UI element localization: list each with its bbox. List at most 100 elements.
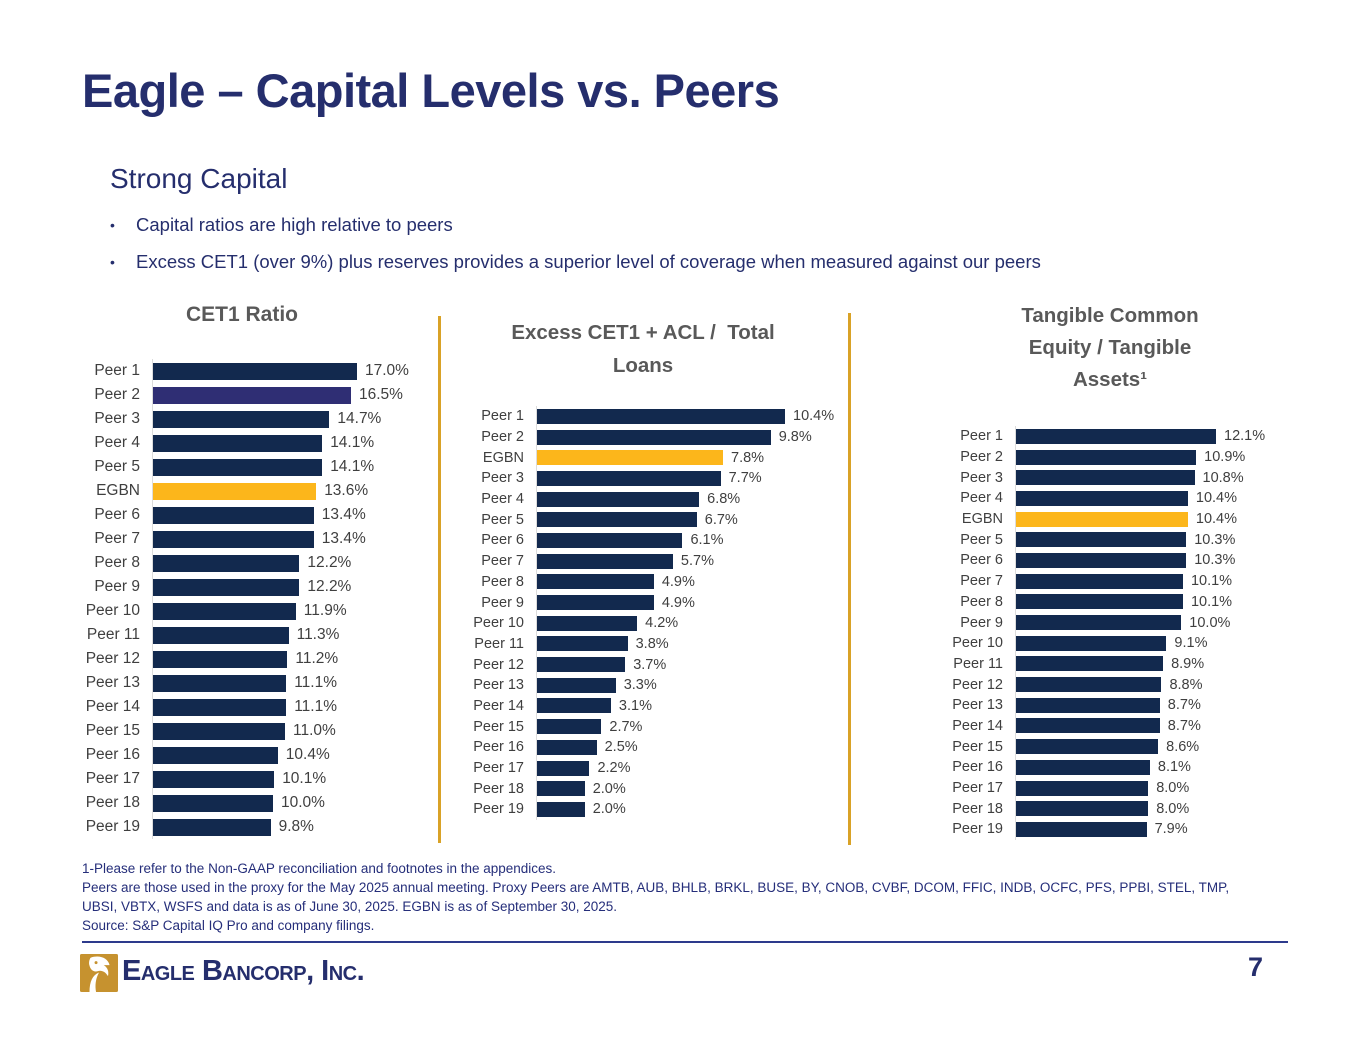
chart-row: Peer 7 5.7% [448,550,785,572]
chart-title-line: Equity / Tangible [1028,336,1192,359]
bar [1016,449,1197,465]
bar-label: Peer 19 [952,821,1003,838]
chart-row: Peer 3 10.8% [915,467,1244,489]
bar-value: 10.1% [1190,573,1233,590]
footnote-line: 1-Please refer to the Non-GAAP reconcili… [82,861,557,876]
bar-label: Peer 2 [94,386,140,403]
bar-track: 10.0% [1015,612,1230,633]
bar [153,698,287,716]
bar-track: 7.7% [536,468,785,489]
bar-value: 7.9% [1154,821,1188,838]
chart-row: Peer 15 2.7% [448,716,785,737]
bar-label: Peer 18 [473,780,524,797]
chart-row: Peer 6 6.1% [448,530,785,551]
bar-value: 2.0% [592,801,626,818]
eagle-logo-icon [80,954,118,992]
bar [1016,697,1160,713]
chart-title-line: Excess CET1 + ACL / Total [511,321,775,344]
chart-row: Peer 10 9.1% [915,632,1216,654]
bar [1016,428,1216,444]
bar-track: 9.1% [1015,632,1216,654]
page-title: Eagle – Capital Levels vs. Peers [82,64,780,117]
bar-track: 8.8% [1015,674,1216,695]
section-heading: Strong Capital [110,163,288,194]
bar [1016,821,1147,837]
bar [1016,552,1187,568]
bar-track: 10.1% [152,767,357,791]
chart-row: Peer 19 9.8% [80,815,357,839]
bar-label: EGBN [961,511,1003,528]
bar-track: 14.1% [152,431,374,455]
bar-label: Peer 15 [952,738,1003,755]
bar-label: Peer 1 [94,362,140,379]
chart-row: Peer 14 3.1% [448,695,785,717]
bar-track: 8.9% [1015,653,1216,675]
bar-track: 2.0% [536,778,785,800]
chart-row: Peer 13 8.7% [915,694,1216,716]
bar [537,491,700,507]
bar-value: 7.8% [731,449,765,466]
bar [537,719,602,735]
chart-row: Peer 7 13.4% [80,527,366,551]
bar [1016,490,1188,506]
bar-label: Peer 10 [473,615,524,632]
bar-label: Peer 8 [94,554,140,571]
bar-value: 14.7% [337,410,382,427]
bar-value: 10.4% [285,746,330,763]
bar-track: 10.1% [1015,591,1232,613]
bar-label: Peer 9 [960,614,1003,631]
bar-label: Peer 3 [481,470,524,487]
bar-track: 12.2% [152,575,357,599]
bar-label: Peer 11 [474,635,524,652]
bar-value: 3.3% [623,677,657,694]
bar [537,781,585,797]
chart-row: Peer 17 10.1% [80,767,357,791]
bar-track: 10.9% [1015,446,1245,468]
bar [537,657,626,673]
chart-title: CET1 Ratio [80,303,404,327]
bar-value: 7.7% [728,470,762,487]
bar-value: 2.0% [592,780,626,797]
bar-label: Peer 16 [473,739,524,756]
bar-track: 12.1% [1015,426,1265,447]
bar-value: 10.4% [1195,490,1238,507]
bar-value: 12.1% [1224,428,1266,445]
bar-value: 10.0% [1189,614,1231,631]
bar-track: 3.1% [536,695,785,717]
bar-value: 10.0% [281,794,325,811]
chart-row: Peer 18 10.0% [80,791,357,815]
bar-value: 8.0% [1156,800,1190,817]
chart-row: Peer 2 16.5% [80,383,403,407]
chart-row: Peer 4 10.4% [915,488,1237,509]
bar-value: 8.7% [1167,717,1201,734]
bar-value: 10.8% [1202,469,1244,486]
bar-label: EGBN [96,482,140,499]
chart-row: Peer 15 11.0% [80,719,357,743]
bar-value: 14.1% [330,458,375,475]
bar-track: 11.9% [152,599,357,623]
chart-row: EGBN 7.8% [448,447,785,469]
footnote-line: Peers are those used in the proxy for th… [82,880,1230,895]
chart-row: Peer 18 8.0% [915,798,1216,820]
chart-title: Tangible Common Equity / Tangible Assets¹ [915,300,1305,396]
bar [1016,739,1159,755]
chart-row: Peer 5 10.3% [915,529,1235,551]
chart-title-line: Assets¹ [1072,368,1148,391]
chart-row: Peer 6 13.4% [80,503,366,527]
chart-row: Peer 15 8.6% [915,736,1216,757]
bar [153,410,330,428]
bar-label: Peer 6 [481,532,524,549]
bar-label: Peer 17 [473,760,524,777]
bar [537,595,654,611]
bar-label: Peer 9 [94,578,140,595]
bar-track: 16.5% [152,383,403,407]
bar-value: 8.9% [1171,655,1205,672]
chart-row: Peer 14 8.7% [915,715,1216,737]
bar-value: 10.3% [1194,531,1236,548]
bar [537,636,628,652]
bar-label: Peer 18 [952,800,1003,817]
bar-value: 5.7% [680,553,714,570]
bar-value: 11.1% [294,698,337,715]
bar-track: 13.4% [152,503,366,527]
bar-track: 11.0% [152,719,357,743]
